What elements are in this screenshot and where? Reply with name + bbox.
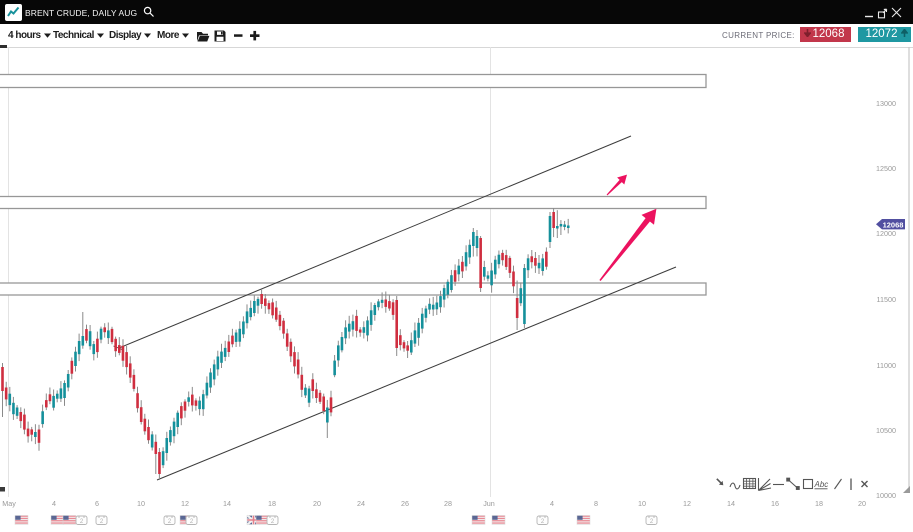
svg-text:2: 2: [650, 519, 654, 525]
svg-text:6: 6: [95, 499, 99, 508]
svg-text:10: 10: [638, 499, 646, 508]
svg-text:12000: 12000: [876, 229, 896, 238]
svg-text:14: 14: [727, 499, 735, 508]
svg-text:18: 18: [268, 499, 276, 508]
svg-text:14: 14: [223, 499, 231, 508]
svg-text:28: 28: [444, 499, 452, 508]
svg-text:12068: 12068: [883, 220, 904, 229]
svg-text:Jun: Jun: [483, 499, 495, 508]
svg-text:8: 8: [594, 499, 598, 508]
svg-text:12: 12: [683, 499, 691, 508]
svg-text:May: May: [2, 499, 16, 508]
svg-text:20: 20: [313, 499, 321, 508]
svg-text:18: 18: [815, 499, 823, 508]
svg-text:13000: 13000: [876, 99, 896, 108]
svg-text:4: 4: [52, 499, 56, 508]
svg-text:10500: 10500: [876, 426, 896, 435]
svg-text:Abc: Abc: [814, 480, 829, 489]
svg-text:10000: 10000: [876, 491, 896, 500]
svg-text:16: 16: [771, 499, 779, 508]
svg-text:11000: 11000: [877, 361, 896, 370]
svg-text:2: 2: [100, 519, 104, 525]
svg-text:12500: 12500: [876, 164, 896, 173]
svg-text:26: 26: [401, 499, 409, 508]
svg-text:11500: 11500: [877, 295, 896, 304]
svg-text:4: 4: [550, 499, 554, 508]
svg-text:2: 2: [80, 519, 84, 525]
svg-text:2: 2: [271, 519, 275, 525]
svg-text:2: 2: [168, 519, 172, 525]
svg-text:10: 10: [137, 499, 145, 508]
svg-text:2: 2: [190, 519, 194, 525]
svg-text:2: 2: [541, 519, 545, 525]
svg-text:24: 24: [357, 499, 365, 508]
svg-text:20: 20: [858, 499, 866, 508]
svg-text:12: 12: [181, 499, 189, 508]
